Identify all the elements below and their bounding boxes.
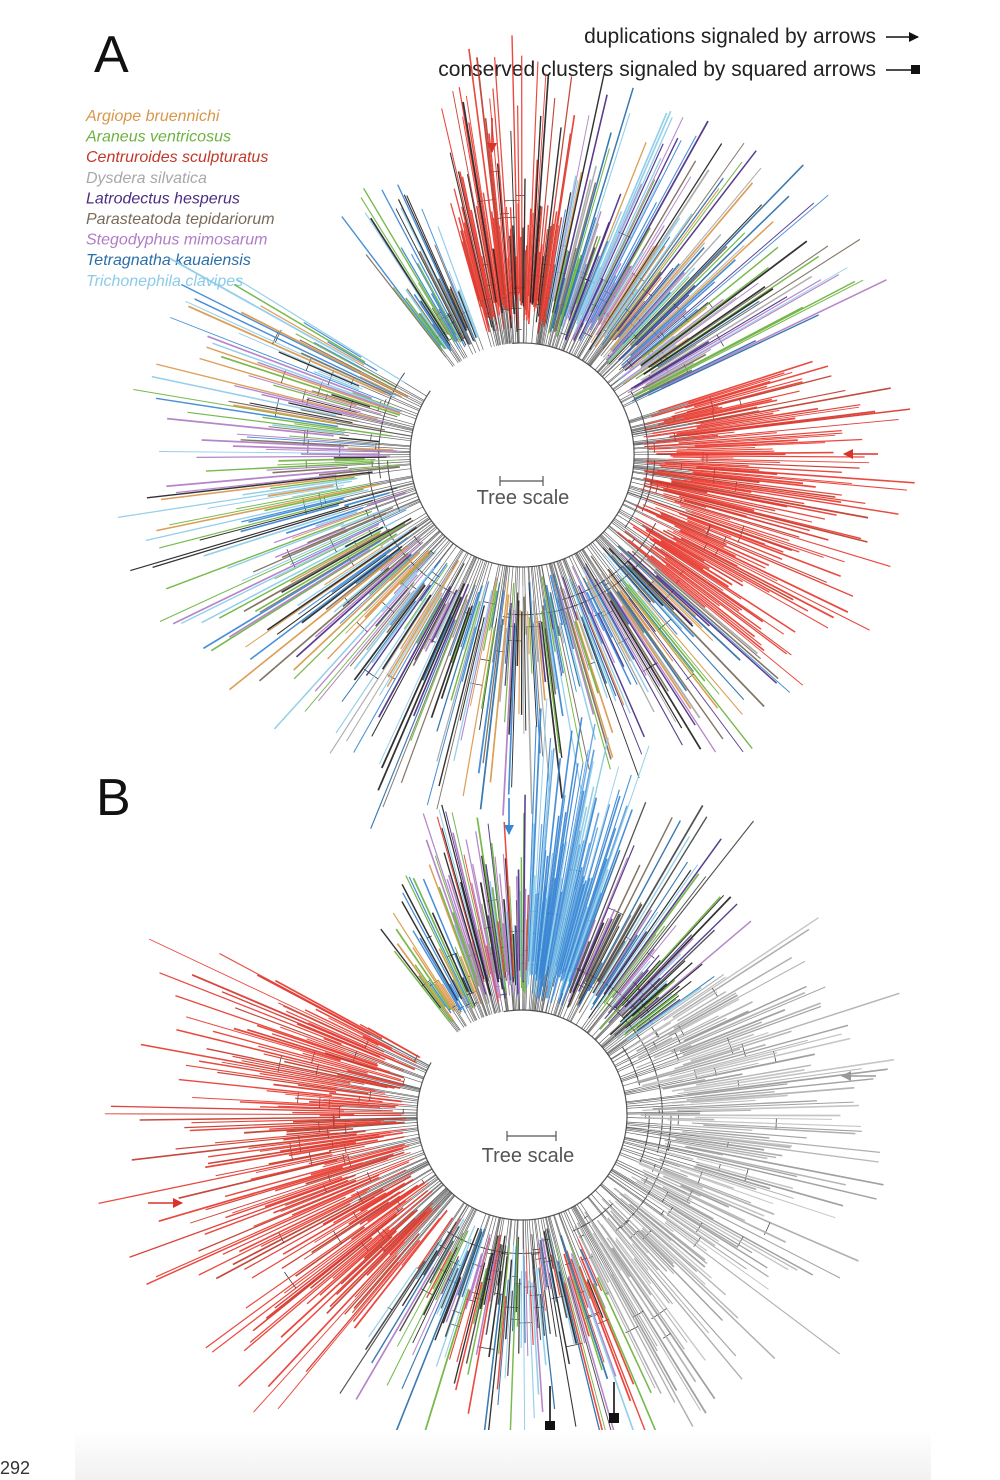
legend-item: Centruroides sculpturatus [86,149,268,166]
squared-arrow-head [911,65,920,74]
panel-b-squared-arrow-1-icon [545,1386,555,1431]
panel-b-tree-scale: Tree scale [482,1131,575,1167]
page-number: 292 [0,1458,31,1478]
species-legend: Argiope bruennichi Araneus ventricosus Cen… [85,108,275,290]
bottom-shadow [75,1430,931,1480]
legend-item: Parasteatoda tepidariorum [86,211,275,228]
panel-a-tree-scale: Tree scale [477,476,570,509]
note-duplications: duplications signaled by arrows [584,25,876,48]
legend-item: Araneus ventricosus [85,129,231,146]
note-conserved: conserved clusters signaled by squared a… [438,58,876,81]
panel-b-squared-arrow-2-icon [609,1382,619,1423]
panel-b-letter: B [96,769,131,827]
legend-item: Trichonephila clavipes [86,273,243,290]
legend-item: Stegodyphus mimosarum [86,232,267,249]
panel-a-letter: A [94,26,129,84]
panel-b-tree [98,698,900,1471]
panel-a-tree [117,35,915,829]
panel-a-scale-label: Tree scale [477,487,570,509]
panel-b-scale-label: Tree scale [482,1145,575,1167]
legend-item: Argiope bruennichi [85,108,220,125]
legend-item: Tetragnatha kauaiensis [86,252,251,269]
legend-item: Dysdera silvatica [86,170,207,187]
legend-item: Latrodectus hesperus [86,190,240,207]
